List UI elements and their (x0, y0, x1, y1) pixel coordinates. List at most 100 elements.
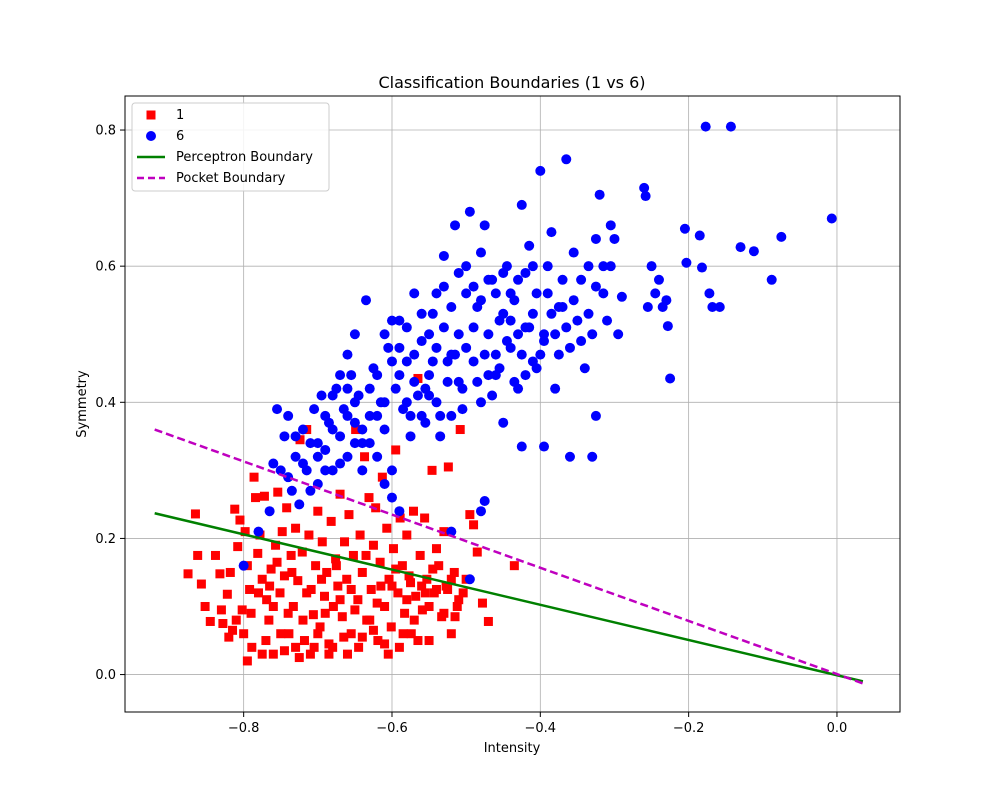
series-6-point (513, 329, 524, 340)
series-1-point (439, 527, 449, 537)
series-6-point (435, 431, 446, 442)
series-6-point (275, 465, 286, 476)
series-1-point (420, 588, 430, 598)
series-6-point (542, 261, 553, 272)
series-6-point (535, 165, 546, 176)
series-6-point (461, 261, 472, 272)
series-1-point (305, 649, 315, 659)
series-1-point (431, 544, 441, 554)
series-1-point (372, 598, 382, 608)
series-6-point (766, 274, 777, 285)
series-6-point (386, 465, 397, 476)
series-1-point (354, 642, 364, 652)
series-6-point (479, 495, 490, 506)
series-6-point (401, 322, 412, 333)
series-1-point (233, 542, 243, 552)
series-1-point (454, 595, 464, 605)
series-6-point (501, 336, 512, 347)
series-1-point (458, 588, 468, 598)
series-6-point (572, 315, 583, 326)
series-1-point (293, 576, 303, 586)
series-6-point (327, 465, 338, 476)
series-1-point (259, 491, 269, 501)
legend-box (131, 102, 330, 192)
series-1-point (427, 465, 437, 475)
series-6-point (479, 220, 490, 231)
series-1-point (242, 656, 252, 666)
series-6-point (431, 342, 442, 353)
series-1-point (276, 629, 286, 639)
series-6-point (539, 441, 550, 452)
series-1-point (246, 608, 256, 618)
series-6-point (557, 274, 568, 285)
series-1-point (324, 649, 334, 659)
series-6-point (479, 349, 490, 360)
series-1-point (388, 544, 398, 554)
series-6-point (361, 295, 372, 306)
series-6-point (498, 267, 509, 278)
y-tick-label: 0.0 (95, 668, 116, 683)
series-6-point (576, 336, 587, 347)
series-1-point (335, 595, 345, 605)
series-6-point (327, 424, 338, 435)
series-1-point (383, 649, 393, 659)
series-6-point (390, 383, 401, 394)
series-6-point (527, 308, 538, 319)
series-6-point (468, 281, 479, 292)
series-6-point (394, 506, 405, 517)
series-1-point (415, 550, 425, 560)
legend-label-1: 1 (176, 108, 184, 123)
series-1-point (262, 595, 272, 605)
series-6-point (546, 227, 557, 238)
series-6-point (561, 322, 572, 333)
y-tick-label: 0.6 (95, 260, 116, 275)
series-6-point (605, 261, 616, 272)
series-6-point (539, 336, 550, 347)
series-1-point (230, 504, 240, 514)
series-1-point (509, 561, 519, 571)
series-6-point (286, 485, 297, 496)
series-1-point (446, 574, 456, 584)
series-1-point (342, 574, 352, 584)
series-6-point (305, 438, 316, 449)
series-1-point (277, 527, 287, 537)
series-1-point (469, 520, 479, 530)
series-6-point (776, 231, 787, 242)
series-6-point (579, 363, 590, 374)
series-6-point (461, 288, 472, 299)
series-1-point (402, 595, 412, 605)
series-6-point (583, 261, 594, 272)
series-6-point (453, 376, 464, 387)
series-6-point (442, 376, 453, 387)
series-6-point (357, 438, 368, 449)
series-1-point (245, 584, 255, 594)
series-1-point (391, 564, 401, 574)
series-6-point (342, 383, 353, 394)
series-6-point (283, 472, 294, 483)
series-6-point (587, 451, 598, 462)
series-1-point (183, 569, 193, 579)
series-6-point (694, 230, 705, 241)
series-6-point (598, 288, 609, 299)
series-6-point (372, 451, 383, 462)
series-1-point (373, 636, 383, 646)
series-1-point (279, 646, 289, 656)
series-1-point (247, 642, 257, 652)
series-1-point (268, 601, 278, 611)
series-6-point (598, 261, 609, 272)
series-6-point (394, 315, 405, 326)
series-6-point (642, 302, 653, 313)
series-1-point (279, 571, 289, 581)
series-6-point (520, 370, 531, 381)
series-1-point (368, 625, 378, 635)
series-1-point (431, 584, 441, 594)
series-1-point (253, 588, 263, 598)
series-1-point (450, 612, 460, 622)
series-6-point (435, 410, 446, 421)
y-axis-label: Symmetry (75, 370, 90, 438)
series-1-point (200, 601, 210, 611)
series-1-point (420, 513, 430, 523)
series-6-point (431, 397, 442, 408)
series-6-point (748, 246, 759, 257)
series-1-point (346, 584, 356, 594)
